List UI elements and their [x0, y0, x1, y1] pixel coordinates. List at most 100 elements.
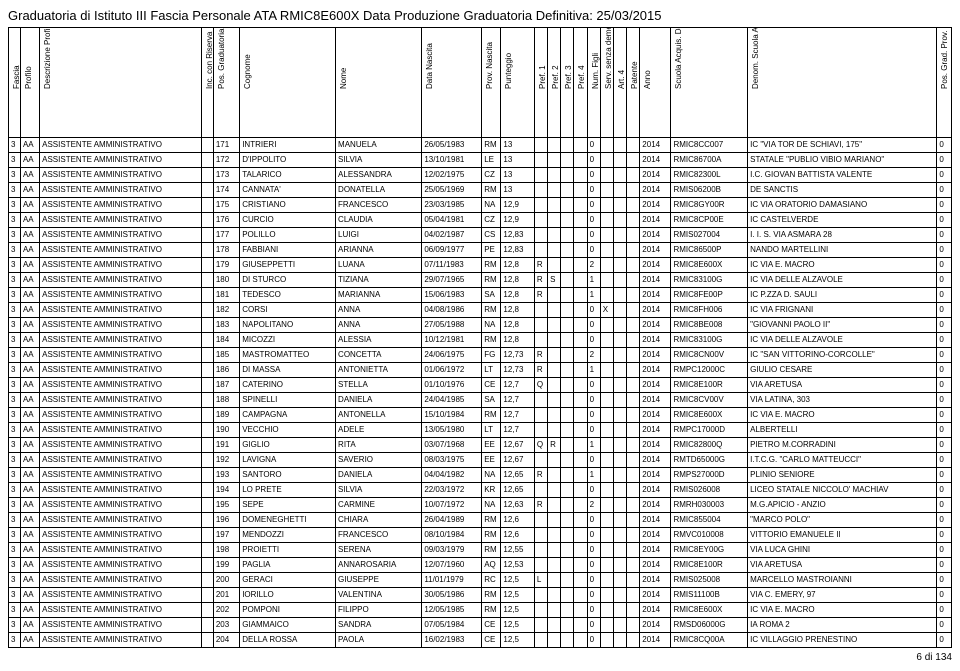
- table-cell: ADELE: [336, 423, 422, 438]
- table-cell: [548, 453, 561, 468]
- table-cell: 0: [937, 198, 952, 213]
- table-row: 3AAASSISTENTE AMMINISTRATIVO203GIAMMAICO…: [9, 618, 952, 633]
- table-cell: [627, 423, 640, 438]
- table-cell: GIULIO CESARE: [748, 363, 937, 378]
- table-cell: RMIC8EY00G: [671, 543, 748, 558]
- table-cell: RM: [482, 258, 501, 273]
- table-cell: 202: [213, 603, 239, 618]
- col-header: Serv. senza demer.: [600, 28, 613, 138]
- table-cell: 3: [9, 288, 21, 303]
- col-header: Denom. Scuola Acquis. Domanda: [748, 28, 937, 138]
- table-cell: 0: [587, 393, 600, 408]
- table-cell: CURCIO: [240, 213, 336, 228]
- col-header: Inc. con Riserva: [201, 28, 213, 138]
- table-row: 3AAASSISTENTE AMMINISTRATIVO186DI MASSAA…: [9, 363, 952, 378]
- table-cell: [613, 408, 626, 423]
- table-cell: 12,55: [501, 543, 535, 558]
- table-cell: Q: [534, 378, 547, 393]
- table-cell: 3: [9, 273, 21, 288]
- table-cell: ASSISTENTE AMMINISTRATIVO: [40, 198, 202, 213]
- table-cell: 201: [213, 588, 239, 603]
- table-cell: AA: [20, 588, 39, 603]
- table-cell: RC: [482, 573, 501, 588]
- table-cell: 2014: [640, 183, 671, 198]
- table-cell: 15/10/1984: [422, 408, 482, 423]
- table-cell: STELLA: [336, 378, 422, 393]
- table-cell: 3: [9, 348, 21, 363]
- table-cell: RMIC83100G: [671, 273, 748, 288]
- table-cell: [534, 168, 547, 183]
- table-cell: [600, 573, 613, 588]
- table-cell: FRANCESCO: [336, 528, 422, 543]
- table-cell: 187: [213, 378, 239, 393]
- table-cell: RMIS11100B: [671, 588, 748, 603]
- table-cell: I.C. GIOVAN BATTISTA VALENTE: [748, 168, 937, 183]
- table-cell: 175: [213, 198, 239, 213]
- table-cell: POLILLO: [240, 228, 336, 243]
- table-cell: RMIC86700A: [671, 153, 748, 168]
- table-cell: [574, 363, 587, 378]
- table-cell: [600, 483, 613, 498]
- table-cell: 3: [9, 378, 21, 393]
- table-cell: DOMENEGHETTI: [240, 513, 336, 528]
- table-cell: 3: [9, 543, 21, 558]
- table-cell: RMIC8E100R: [671, 558, 748, 573]
- table-cell: ASSISTENTE AMMINISTRATIVO: [40, 363, 202, 378]
- table-cell: 12,9: [501, 213, 535, 228]
- table-cell: ASSISTENTE AMMINISTRATIVO: [40, 423, 202, 438]
- table-cell: [600, 153, 613, 168]
- table-cell: RM: [482, 603, 501, 618]
- table-cell: 3: [9, 363, 21, 378]
- table-cell: 11/01/1979: [422, 573, 482, 588]
- table-cell: ASSISTENTE AMMINISTRATIVO: [40, 348, 202, 363]
- table-cell: 10/07/1972: [422, 498, 482, 513]
- table-cell: [561, 633, 574, 648]
- table-cell: 0: [937, 243, 952, 258]
- table-cell: CE: [482, 633, 501, 648]
- table-cell: [627, 378, 640, 393]
- table-cell: 0: [937, 168, 952, 183]
- table-cell: [574, 243, 587, 258]
- table-cell: Q: [534, 438, 547, 453]
- table-cell: [613, 588, 626, 603]
- table-cell: 12,5: [501, 603, 535, 618]
- table-cell: ASSISTENTE AMMINISTRATIVO: [40, 168, 202, 183]
- table-cell: [600, 213, 613, 228]
- table-cell: ASSISTENTE AMMINISTRATIVO: [40, 513, 202, 528]
- table-cell: [574, 408, 587, 423]
- table-cell: CZ: [482, 168, 501, 183]
- table-cell: 12,9: [501, 198, 535, 213]
- col-header: Patente: [627, 28, 640, 138]
- table-cell: [600, 588, 613, 603]
- table-cell: ASSISTENTE AMMINISTRATIVO: [40, 138, 202, 153]
- table-cell: [627, 588, 640, 603]
- table-cell: ANNAROSARIA: [336, 558, 422, 573]
- table-cell: 2: [587, 348, 600, 363]
- table-cell: 0: [587, 168, 600, 183]
- table-cell: [613, 633, 626, 648]
- table-cell: CATERINO: [240, 378, 336, 393]
- table-cell: 0: [937, 588, 952, 603]
- table-cell: ASSISTENTE AMMINISTRATIVO: [40, 498, 202, 513]
- table-cell: 2014: [640, 498, 671, 513]
- table-cell: AA: [20, 228, 39, 243]
- table-cell: LT: [482, 423, 501, 438]
- table-cell: [548, 558, 561, 573]
- table-cell: RMIS027004: [671, 228, 748, 243]
- table-cell: [548, 618, 561, 633]
- table-cell: [600, 183, 613, 198]
- table-cell: CE: [482, 618, 501, 633]
- table-cell: 12,53: [501, 558, 535, 573]
- table-cell: AA: [20, 318, 39, 333]
- table-cell: [534, 138, 547, 153]
- table-cell: RMIS026008: [671, 483, 748, 498]
- table-cell: 3: [9, 198, 21, 213]
- table-cell: CONCETTA: [336, 348, 422, 363]
- table-cell: ASSISTENTE AMMINISTRATIVO: [40, 258, 202, 273]
- table-cell: RMIS025008: [671, 573, 748, 588]
- table-cell: [574, 453, 587, 468]
- table-cell: RMSD06000G: [671, 618, 748, 633]
- table-cell: [534, 558, 547, 573]
- table-cell: [548, 543, 561, 558]
- table-cell: 0: [937, 378, 952, 393]
